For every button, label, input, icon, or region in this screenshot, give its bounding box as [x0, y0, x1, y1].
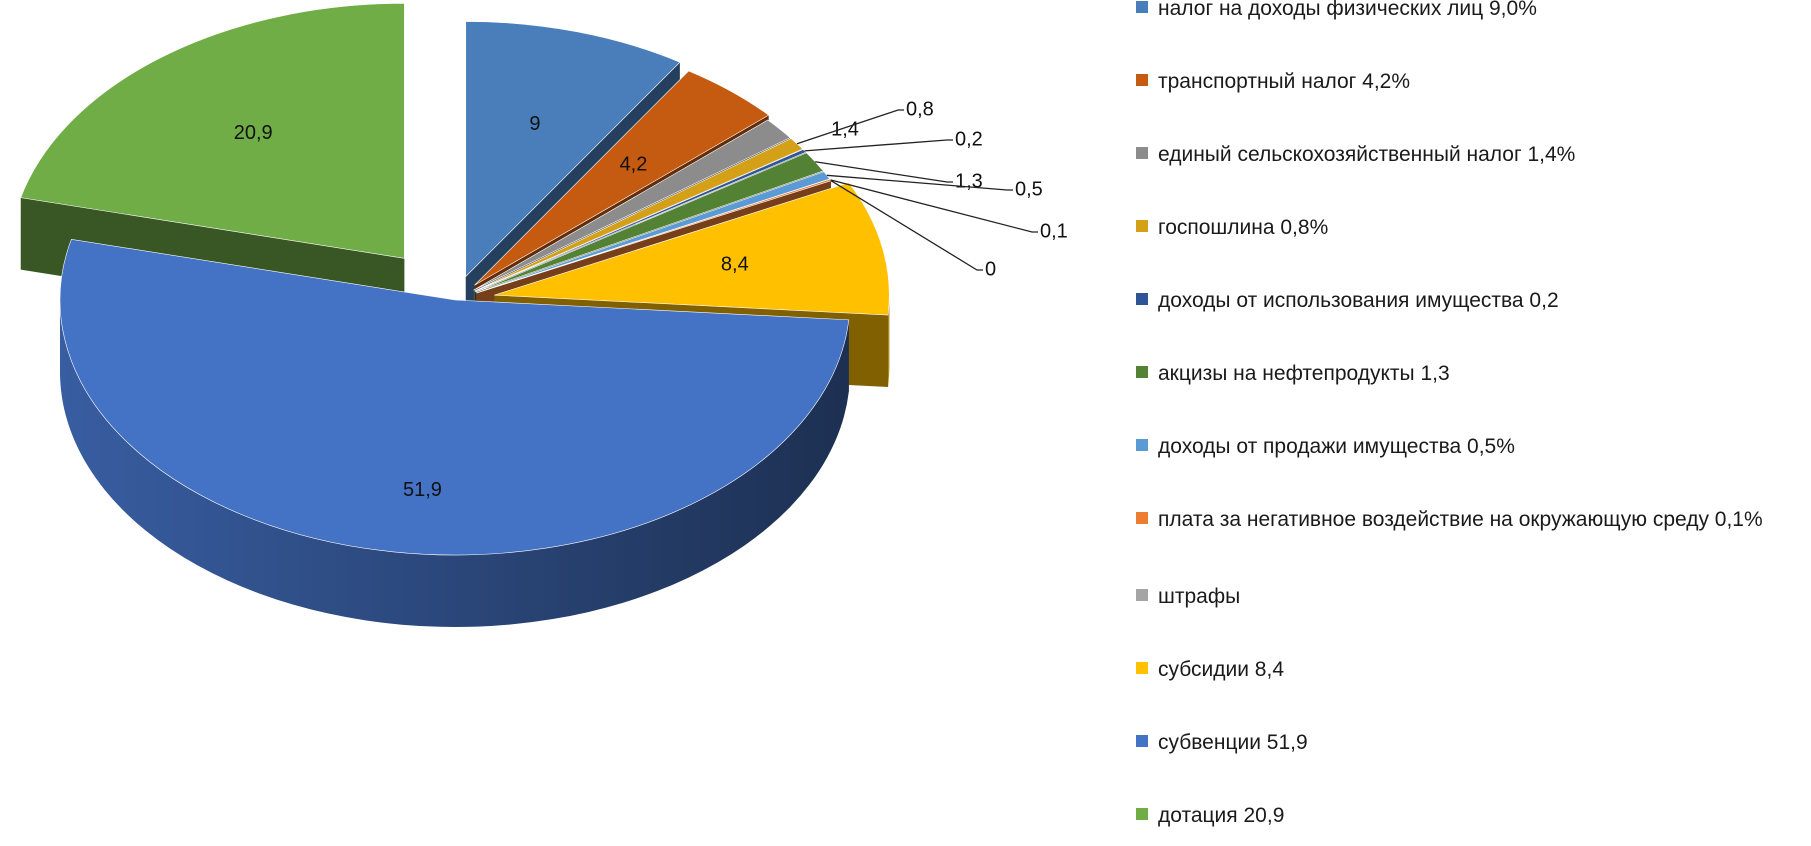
legend-item: налог на доходы физических лиц 9,0%	[1136, 0, 1806, 23]
leader-line	[830, 179, 1038, 233]
data-label: 0,8	[906, 98, 934, 120]
legend-item: акцизы на нефтепродукты 1,3	[1136, 360, 1806, 388]
legend-swatch	[1136, 220, 1148, 232]
legend-swatch	[1136, 293, 1148, 305]
leader-line	[804, 139, 953, 152]
legend-item: госпошлина 0,8%	[1136, 214, 1806, 242]
legend-item: штрафы	[1136, 583, 1806, 611]
legend-swatch	[1136, 512, 1148, 524]
pie-slice-12	[20, 3, 405, 259]
leader-line	[815, 161, 953, 183]
legend-label: акцизы на нефтепродукты 1,3	[1158, 362, 1450, 385]
pie-slice-7	[476, 171, 831, 294]
pie-slice-side	[888, 295, 890, 388]
legend-label: госпошлина 0,8%	[1158, 216, 1329, 239]
legend-label: доходы от использования имущества 0,2	[1158, 289, 1559, 312]
data-label: 20,9	[234, 122, 273, 144]
leader-line	[830, 180, 983, 271]
data-label: 0	[985, 258, 996, 280]
data-label: 9	[529, 113, 540, 135]
legend-swatch	[1136, 366, 1148, 378]
legend-label: налог на доходы физических лиц 9,0%	[1158, 0, 1537, 20]
data-label: 0,5	[1015, 178, 1043, 200]
pie-chart-svg: 9 4,2 8,4 51,9 20,9 1,4 0,8 0,2 1,3 0,5 0,1 0	[20, 3, 1068, 628]
legend-item: доходы от продажи имущества 0,5%	[1136, 433, 1806, 461]
legend-item: дотация 20,9	[1136, 802, 1806, 830]
legend-item: транспортный налог 4,2%	[1136, 68, 1806, 96]
pie-slice-3	[473, 119, 791, 291]
legend-label: субсидии 8,4	[1158, 658, 1284, 681]
legend-swatch	[1136, 439, 1148, 451]
data-label: 8,4	[721, 254, 749, 276]
data-label: 51,9	[403, 479, 442, 501]
legend-swatch	[1136, 735, 1148, 747]
legend-swatch	[1136, 589, 1148, 601]
legend-swatch	[1136, 662, 1148, 674]
pie-slice-group	[59, 238, 850, 628]
data-label: 1,3	[955, 170, 983, 192]
legend-item: субсидии 8,4	[1136, 656, 1806, 684]
pie-slice-2	[474, 70, 770, 286]
legend-label: доходы от продажи имущества 0,5%	[1158, 435, 1515, 458]
pie-slice-10	[494, 182, 890, 316]
legend-item: плата за негативное воздействие на окруж…	[1136, 506, 1806, 534]
legend-swatch	[1136, 1, 1148, 13]
leader-line	[796, 109, 904, 145]
pie-chart: 9 4,2 8,4 51,9 20,9 1,4 0,8 0,2 1,3 0,5 0,1 0	[20, 3, 1068, 628]
pie-slice-1	[465, 21, 681, 278]
legend-label: субвенции 51,9	[1158, 731, 1308, 754]
legend-label: единый сельскохозяйственный налог 1,4%	[1158, 143, 1576, 166]
pie-slice-side	[59, 300, 849, 628]
chart-legend: налог на доходы физических лиц 9,0% транс…	[1136, 0, 1806, 846]
legend-swatch	[1136, 74, 1148, 86]
legend-swatch	[1136, 147, 1148, 159]
legend-item: единый сельскохозяйственный налог 1,4%	[1136, 141, 1806, 169]
legend-label: дотация 20,9	[1158, 804, 1285, 827]
data-label: 4,2	[620, 153, 648, 175]
legend-item: доходы от использования имущества 0,2	[1136, 287, 1806, 315]
leader-line	[826, 174, 1013, 191]
legend-label: транспортный налог 4,2%	[1158, 70, 1411, 93]
data-label: 1,4	[831, 118, 859, 140]
legend-label: штрафы	[1158, 585, 1241, 608]
pie-slice-11	[59, 238, 850, 556]
legend-label: плата за негативное воздействие на окруж…	[1158, 508, 1763, 531]
legend-swatch	[1136, 808, 1148, 820]
data-label: 0,1	[1040, 220, 1068, 242]
data-label: 0,2	[955, 128, 983, 150]
legend-item: субвенции 51,9	[1136, 729, 1806, 757]
